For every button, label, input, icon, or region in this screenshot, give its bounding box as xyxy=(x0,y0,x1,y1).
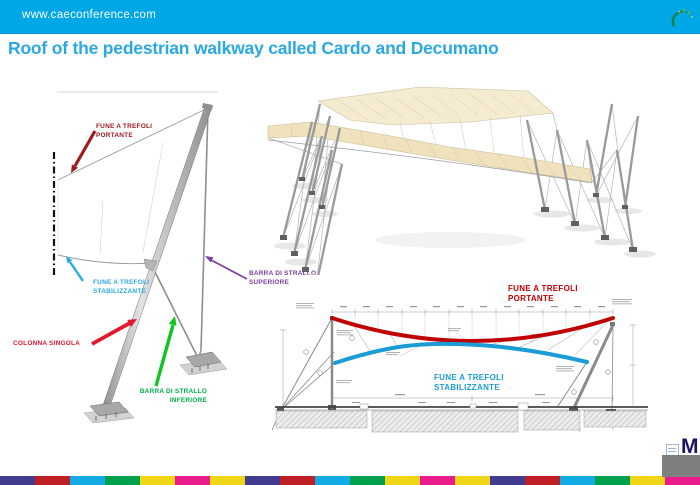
page-title: Roof of the pedestrian walkway called Ca… xyxy=(8,38,499,58)
conference-logo-icon xyxy=(671,9,694,27)
ground xyxy=(275,402,648,433)
stripe-segment xyxy=(105,476,140,485)
stripe-segment xyxy=(420,476,455,485)
roof-hangers xyxy=(399,114,525,161)
portante-cable-red xyxy=(330,316,615,343)
stripe-segment xyxy=(490,476,525,485)
column-base-plate xyxy=(83,401,135,424)
dimension-figures xyxy=(340,306,605,308)
render-shadows xyxy=(274,183,656,275)
label-barra-strallo-superiore: BARRA DI STRALLO SUPERIORE xyxy=(249,270,317,286)
arrow-barra-inferiore xyxy=(154,316,177,387)
column-top-fitting xyxy=(202,103,213,110)
stripe-segment xyxy=(280,476,315,485)
stripe-segment xyxy=(0,476,35,485)
stripe-segment xyxy=(245,476,280,485)
label-colonna-singola: COLONNA SINGOLA xyxy=(13,340,81,347)
stripe-segment xyxy=(665,476,700,485)
stripe-segment xyxy=(175,476,210,485)
stripe-segment xyxy=(455,476,490,485)
stripe-segment xyxy=(595,476,630,485)
stripe-segment xyxy=(35,476,70,485)
stabilizing-cable xyxy=(57,254,154,265)
bottom-dimension-figures xyxy=(352,394,550,403)
stabilizzante-cable-blue xyxy=(333,341,589,365)
arrow-fune-portante xyxy=(71,130,97,173)
footer-stripe xyxy=(0,476,700,485)
lower-stay-bar xyxy=(151,265,198,357)
arrow-barra-superiore xyxy=(205,256,248,280)
mast-bases xyxy=(280,177,637,272)
corner-logo-block xyxy=(662,455,700,477)
side-dimension-lines xyxy=(280,324,636,408)
section-label-fune-portante: FUNE A TREFOLI PORTANTE xyxy=(508,284,578,303)
label-fune-trefoli-stabilizzante: FUNE A TREFOLI STABILIZZANTE xyxy=(93,279,150,295)
arrow-fune-stabilizzante xyxy=(66,256,84,282)
arrow-colonna-singola xyxy=(91,319,137,346)
section-label-fune-stabilizzante: FUNE A TREFOLI STABILIZZANTE xyxy=(434,373,504,392)
carrying-cable xyxy=(57,107,209,181)
corner-logo: M xyxy=(660,435,700,478)
roof-band-front-seams xyxy=(290,122,581,180)
roof-band-back-seams xyxy=(336,91,536,121)
section-drawing xyxy=(272,299,648,433)
label-fune-trefoli-portante: FUNE A TREFOLI PORTANTE xyxy=(96,123,153,139)
stripe-segment xyxy=(385,476,420,485)
stripe-segment xyxy=(525,476,560,485)
top-dimension-line xyxy=(331,309,614,315)
stripe-segment xyxy=(70,476,105,485)
stripe-segment xyxy=(350,476,385,485)
stripe-segment xyxy=(140,476,175,485)
label-barra-strallo-inferiore: BARRA DI STRALLO INFERIORE xyxy=(139,388,207,404)
stay-anchor-plate xyxy=(179,351,228,376)
corner-logo-letter: M xyxy=(681,435,699,458)
masts xyxy=(281,103,640,275)
conference-url: www.caeconference.com xyxy=(22,9,157,21)
roof-3d-render xyxy=(267,86,656,275)
roof-band-front xyxy=(267,121,593,183)
callout-circles xyxy=(303,335,611,395)
stripe-segment xyxy=(210,476,245,485)
grid-lines xyxy=(354,312,591,340)
cable-junction-fitting xyxy=(143,258,158,272)
stripe-segment xyxy=(560,476,595,485)
column-diagram xyxy=(52,91,248,424)
stripe-segment xyxy=(630,476,665,485)
stripe-segment xyxy=(315,476,350,485)
header-bar: www.caeconference.com xyxy=(0,0,700,34)
upper-stay-bar xyxy=(200,109,209,351)
roof-band-back xyxy=(317,86,554,126)
